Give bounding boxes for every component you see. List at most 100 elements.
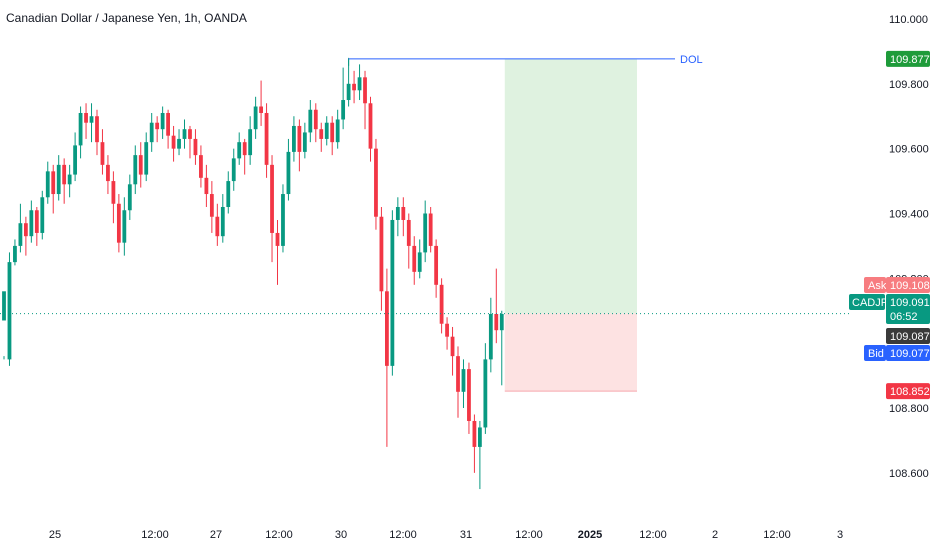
candle (100, 129, 105, 175)
candle (477, 420, 482, 490)
candle (472, 414, 477, 473)
candle-body (281, 194, 285, 246)
candle (78, 106, 83, 159)
candle-body (182, 129, 187, 139)
candle (428, 207, 433, 253)
candle-body (477, 427, 482, 447)
x-tick-label: 12:00 (389, 529, 417, 541)
candle-body (335, 119, 340, 143)
candle-body (84, 112, 88, 123)
bid-price-tag-bg (886, 345, 930, 361)
x-tick-label: 2025 (578, 529, 602, 541)
candle (357, 64, 362, 101)
candle (149, 112, 154, 152)
candle-body (472, 420, 477, 447)
candle (133, 145, 138, 195)
candle-body (302, 132, 307, 152)
candle (319, 122, 324, 152)
y-tick-label: 109.400 (889, 208, 929, 220)
candle (412, 236, 417, 285)
candle-body (401, 207, 406, 220)
candle-body (439, 284, 444, 324)
candle (84, 103, 88, 139)
candle-body (423, 213, 428, 253)
candle (401, 197, 406, 237)
candle-body (434, 245, 439, 285)
candle-body (100, 142, 105, 165)
candle (51, 164, 56, 214)
candle-body (106, 164, 110, 182)
candle-body (226, 181, 231, 208)
candle (220, 194, 225, 243)
candle (34, 207, 39, 246)
loss-zone[interactable] (504, 313, 637, 392)
ask-price-tag: 109.108 (886, 277, 930, 293)
candle (2, 291, 6, 360)
candle-body (242, 142, 247, 156)
bid-label-tag-bg (864, 345, 886, 361)
candle-body (51, 171, 56, 195)
candle (23, 216, 28, 256)
price-axis[interactable]: 110.000109.800109.600109.400109.200108.8… (889, 14, 929, 480)
candle-body (450, 336, 455, 357)
candle (445, 317, 449, 350)
candle-body (313, 109, 318, 130)
candle (374, 138, 378, 230)
candle (346, 57, 351, 107)
candle-body (248, 129, 253, 156)
x-tick-label: 27 (210, 529, 222, 541)
candle-body (188, 129, 192, 139)
candle (95, 109, 99, 156)
profit-zone[interactable] (504, 58, 637, 314)
candle (330, 116, 335, 156)
candle-body (428, 213, 433, 246)
candle (73, 132, 78, 182)
candle (209, 181, 214, 233)
candle-body (2, 291, 6, 321)
candle (199, 145, 203, 188)
candle-body (171, 135, 176, 149)
candle-body (330, 122, 335, 143)
candle (264, 103, 269, 178)
candle-body (385, 291, 389, 366)
candle (182, 119, 187, 149)
candle-body (445, 323, 449, 337)
bid-price-tag-text: 109.077 (890, 348, 930, 360)
price-lines: DOL (0, 54, 850, 315)
candle (483, 343, 488, 434)
candle-body (193, 138, 198, 156)
candle (461, 359, 466, 409)
dol-label: DOL (680, 54, 703, 66)
candle (116, 194, 121, 253)
target-price-tag: 109.877 (886, 50, 930, 67)
candle (341, 67, 346, 130)
candle-body (138, 155, 143, 175)
candle (13, 239, 17, 266)
mid-price-tag-bg (886, 328, 930, 344)
candle-body (319, 129, 324, 139)
last-price-text: 109.091 (890, 297, 930, 309)
time-axis[interactable]: 25 12:00 27 12:00 30 12:00 31 12:00 2025 12:00 2 12… (49, 529, 843, 541)
candle-body (34, 210, 39, 233)
candle (385, 268, 389, 447)
candle-body (144, 142, 149, 175)
long-position-tool[interactable] (504, 58, 637, 392)
candle (423, 200, 428, 263)
candle-body (406, 219, 411, 246)
candle (89, 103, 94, 143)
candle (226, 171, 231, 214)
candle-body (390, 219, 395, 366)
ask-price-tag-bg (886, 277, 930, 293)
x-tick-label: 3 (837, 529, 843, 541)
candle (467, 362, 471, 434)
bid-label-tag: Bid (864, 345, 886, 361)
candle (188, 125, 192, 159)
candle-body (417, 252, 422, 272)
y-tick-label: 110.000 (889, 14, 928, 26)
candle-body (166, 112, 170, 136)
candle-body (483, 359, 488, 428)
candle (67, 164, 72, 198)
stop-price-tag-text: 108.852 (890, 386, 930, 398)
